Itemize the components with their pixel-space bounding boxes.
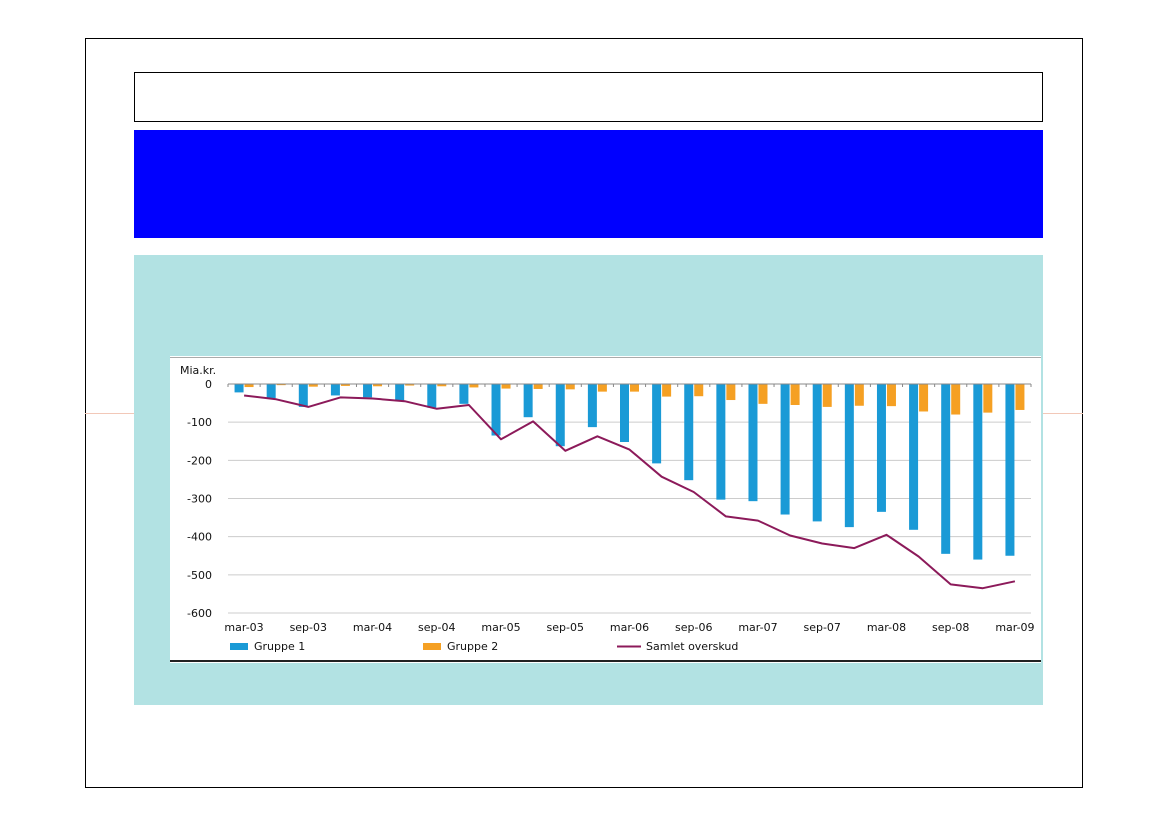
bar-gruppe-2 xyxy=(405,384,415,386)
x-tick-label: sep-03 xyxy=(290,621,327,634)
chart-background xyxy=(170,356,1041,663)
y-tick-label: 0 xyxy=(205,378,212,391)
grid-layer xyxy=(228,421,1031,614)
bar-gruppe-1 xyxy=(234,384,244,393)
bar-gruppe-2 xyxy=(244,384,254,388)
bar-gruppe-1 xyxy=(812,384,822,522)
bar-gruppe-2 xyxy=(533,384,543,389)
bar-gruppe-2 xyxy=(565,384,575,390)
axis-layer: 0 -100 -200 -300 -400 -500 -600 mar-03 sep-03 mar… xyxy=(187,378,1035,634)
x-tick-label: mar-04 xyxy=(353,621,392,634)
x-tick-label: sep-04 xyxy=(418,621,455,634)
bar-gruppe-2 xyxy=(469,384,479,388)
x-tick-label: mar-09 xyxy=(995,621,1034,634)
bar-layer xyxy=(234,384,1025,560)
slide-title-box xyxy=(134,72,1043,122)
bar-gruppe-1 xyxy=(876,384,886,512)
legend-swatch-gruppe-1 xyxy=(230,643,248,650)
x-tick-label: mar-08 xyxy=(867,621,906,634)
x-tick-label: sep-07 xyxy=(803,621,840,634)
bar-gruppe-1 xyxy=(266,384,276,399)
bar-gruppe-1 xyxy=(555,384,565,447)
chart: Mia.kr. 0 -100 -200 -300 -400 -500 -600 mar-03 s… xyxy=(170,356,1041,663)
bar-gruppe-2 xyxy=(983,384,993,413)
bar-gruppe-1 xyxy=(363,384,373,398)
bar-gruppe-2 xyxy=(919,384,929,412)
bar-gruppe-1 xyxy=(909,384,919,530)
x-tick-label: sep-05 xyxy=(547,621,584,634)
bar-gruppe-1 xyxy=(298,384,308,407)
legend: Gruppe 1 Gruppe 2 Samlet overskud xyxy=(230,640,738,653)
bar-gruppe-1 xyxy=(844,384,854,528)
bar-gruppe-2 xyxy=(501,384,511,389)
bar-gruppe-2 xyxy=(597,384,607,392)
y-tick-label: -400 xyxy=(187,531,212,544)
bar-gruppe-1 xyxy=(941,384,951,554)
bar-gruppe-1 xyxy=(780,384,790,515)
line-samlet-overskud xyxy=(243,394,1016,590)
guide-line-right xyxy=(1040,413,1083,414)
bar-gruppe-1 xyxy=(748,384,758,502)
bar-gruppe-2 xyxy=(726,384,736,401)
legend-label-gruppe-1: Gruppe 1 xyxy=(254,640,305,653)
bar-gruppe-2 xyxy=(340,384,350,386)
y-tick-label: -200 xyxy=(187,454,212,467)
bar-gruppe-1 xyxy=(523,384,533,418)
bar-gruppe-2 xyxy=(308,384,318,387)
legend-label-samlet-overskud: Samlet overskud xyxy=(646,640,738,653)
bar-gruppe-1 xyxy=(427,384,437,408)
bar-gruppe-1 xyxy=(973,384,983,560)
bar-gruppe-2 xyxy=(758,384,768,404)
guide-line-left xyxy=(85,413,171,414)
bar-gruppe-2 xyxy=(886,384,896,407)
bar-gruppe-2 xyxy=(854,384,864,406)
y-tick-label: -600 xyxy=(187,607,212,620)
bar-gruppe-2 xyxy=(437,384,447,387)
y-unit-label: Mia.kr. xyxy=(180,364,216,377)
bar-gruppe-1 xyxy=(491,384,501,436)
bar-gruppe-1 xyxy=(716,384,726,500)
x-tick-label: mar-05 xyxy=(481,621,520,634)
bar-gruppe-1 xyxy=(1005,384,1015,556)
blue-banner xyxy=(134,130,1043,238)
x-tick-label: sep-06 xyxy=(675,621,712,634)
bar-gruppe-1 xyxy=(652,384,662,464)
bar-gruppe-2 xyxy=(951,384,961,415)
x-tick-label: sep-08 xyxy=(932,621,969,634)
bar-gruppe-2 xyxy=(662,384,672,397)
x-tick-label: mar-03 xyxy=(224,621,263,634)
bar-gruppe-2 xyxy=(1015,384,1025,410)
bar-gruppe-1 xyxy=(330,384,340,396)
bar-gruppe-1 xyxy=(395,384,405,402)
line-layer xyxy=(243,394,1016,590)
x-tick-label: mar-06 xyxy=(610,621,649,634)
bar-gruppe-2 xyxy=(822,384,832,407)
y-tick-label: -100 xyxy=(187,416,212,429)
bar-gruppe-1 xyxy=(459,384,469,404)
bar-gruppe-2 xyxy=(694,384,704,397)
bar-gruppe-2 xyxy=(276,384,286,386)
bar-gruppe-2 xyxy=(790,384,800,405)
bar-gruppe-2 xyxy=(373,384,383,387)
bar-gruppe-1 xyxy=(684,384,694,481)
x-tick-label: mar-07 xyxy=(738,621,777,634)
y-tick-label: -300 xyxy=(187,493,212,506)
y-tick-label: -500 xyxy=(187,569,212,582)
legend-label-gruppe-2: Gruppe 2 xyxy=(447,640,498,653)
bar-gruppe-1 xyxy=(587,384,597,428)
bar-gruppe-2 xyxy=(630,384,639,392)
bar-gruppe-1 xyxy=(620,384,629,443)
legend-swatch-gruppe-2 xyxy=(423,643,441,650)
